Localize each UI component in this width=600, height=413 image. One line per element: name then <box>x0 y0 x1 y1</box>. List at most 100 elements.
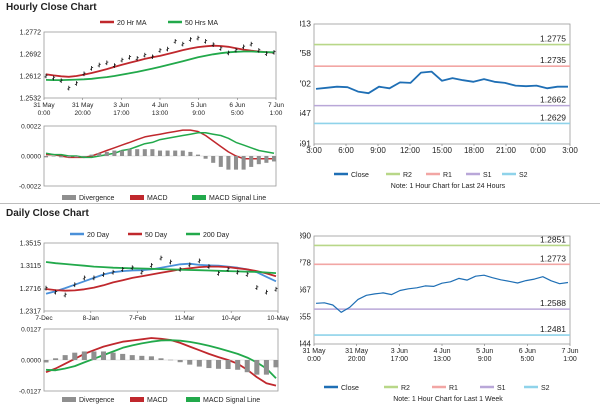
x-tick-label: 31 May 20:00 <box>345 348 368 363</box>
divergence-bar <box>74 156 79 158</box>
legend-swatch <box>62 195 76 200</box>
legend-label: 50 Day <box>145 232 168 239</box>
divergence-bar <box>264 156 269 163</box>
y-tick-label: 1.2591 <box>300 139 311 149</box>
y-tick-label: 1.2444 <box>300 340 312 349</box>
series-line-close <box>315 70 568 95</box>
divergence-bar <box>43 360 49 363</box>
y-tick-label: 1.2532 <box>20 96 42 103</box>
y-tick-label: -0.0022 <box>19 184 41 191</box>
hourly-pivot-chart: 1.2591 1.2647 1.2702 1.2758 1.2813 3:00 6:00 9:… <box>300 19 578 191</box>
x-tick-label: 31 May 0:00 <box>33 102 55 117</box>
divergence-bar <box>211 156 216 163</box>
y-tick-label: 1.2317 <box>20 309 42 316</box>
level-label-r1: 1.2773 <box>540 253 566 263</box>
divergence-bar <box>148 356 154 360</box>
y-tick-label: 1.2555 <box>300 313 312 322</box>
y-tick-label: 1.2813 <box>300 19 311 29</box>
plot-frame <box>43 242 279 312</box>
divergence-bar <box>112 150 117 156</box>
divergence-bar <box>142 149 147 156</box>
x-tick-label: 0:00 <box>530 146 546 155</box>
divergence-bar <box>273 360 279 368</box>
legend-label: R2 <box>403 172 412 179</box>
divergence-bar <box>165 150 170 156</box>
divergence-bar <box>271 156 277 162</box>
y-tick-label: 0.0000 <box>21 358 41 365</box>
divergence-bar <box>235 360 241 370</box>
divergence-bar <box>168 359 174 361</box>
x-tick-label: 3 Jun 17:00 <box>113 102 130 117</box>
divergence-bar <box>110 352 116 360</box>
legend-label: S2 <box>519 172 528 179</box>
divergence-bar <box>173 150 178 156</box>
divergence-bar <box>206 360 212 369</box>
legend-label: MACD Signal Line <box>209 195 266 202</box>
legend-swatch <box>62 397 76 402</box>
y-tick-label: 1.2772 <box>20 30 42 37</box>
divergence-bar <box>218 156 223 167</box>
x-tick-label: 31 May 0:00 <box>303 348 326 363</box>
y-tick-label: 1.2647 <box>300 108 311 118</box>
divergence-bar <box>81 351 87 360</box>
y-tick-label: 0.0127 <box>21 327 41 334</box>
section-divider <box>0 203 600 204</box>
legend-label: S2 <box>541 385 550 392</box>
divergence-bar <box>66 156 71 158</box>
divergence-bar <box>256 156 261 165</box>
divergence-bar <box>59 156 64 158</box>
divergence-bar <box>196 360 202 367</box>
divergence-bar <box>81 156 87 157</box>
chart-note: Note: 1 Hour Chart for Last 1 Week <box>393 396 503 403</box>
y-tick-label: 1.2612 <box>20 74 42 81</box>
x-tick-label: 7-Dec <box>35 315 53 321</box>
daily-price-chart: 20 Day 50 Day 200 Day 1.2317 1.2716 1.3115 1.3… <box>20 232 290 321</box>
legend-swatch <box>130 195 144 200</box>
legend-label: Close <box>341 385 359 392</box>
y-tick-label: 1.3115 <box>20 263 41 270</box>
x-tick-label: 7 Jun 1:00 <box>268 102 284 117</box>
divergence-bar <box>187 360 193 365</box>
legend-label: S1 <box>497 385 506 392</box>
divergence-bar <box>195 154 201 156</box>
y-tick-label: 0.0022 <box>21 124 41 131</box>
divergence-bar <box>100 351 107 360</box>
divergence-bar <box>135 149 140 156</box>
divergence-bar <box>89 154 94 156</box>
level-label-s2: 1.2481 <box>540 324 566 334</box>
hourly-section-title: Hourly Close Chart <box>6 2 97 13</box>
series-line-close <box>315 274 569 313</box>
x-tick-label: 3:00 <box>562 146 578 155</box>
legend-label: 20 Hr MA <box>117 20 147 27</box>
y-tick-label: 1.2890 <box>300 232 312 241</box>
y-tick-label: 1.2778 <box>300 259 312 268</box>
legend-swatch <box>186 397 200 402</box>
x-tick-label: 3:00 <box>306 146 322 155</box>
chart-note: Note: 1 Hour Chart for Last 24 Hours <box>391 183 506 190</box>
divergence-bar <box>225 360 231 370</box>
divergence-bar <box>43 156 49 158</box>
legend-label: 50 Hrs MA <box>185 20 218 27</box>
divergence-bar <box>233 156 239 170</box>
x-tick-label: 18:00 <box>464 146 485 155</box>
y-tick-label: 0.0000 <box>21 154 41 161</box>
legend-label: 200 Day <box>203 232 230 239</box>
x-tick-label: 11-Mar <box>174 315 195 321</box>
plot-frame <box>313 23 571 145</box>
daily-macd-chart: -0.0127 0.0000 0.0127 Divergence MACD MACD Si… <box>19 327 279 404</box>
divergence-bar <box>62 355 68 360</box>
y-tick-label: 1.2758 <box>300 48 311 58</box>
x-tick-label: 8-Jan <box>83 315 100 321</box>
divergence-bar <box>129 355 135 360</box>
legend-label: Divergence <box>79 195 115 202</box>
divergence-bar <box>244 360 250 373</box>
divergence-bar <box>158 358 164 360</box>
hourly-macd-chart: -0.0022 0.0000 0.0022 Divergence MACD MACD Si… <box>19 124 277 202</box>
daily-section-title: Daily Close Chart <box>6 208 89 219</box>
divergence-bar <box>119 150 125 156</box>
legend-label: R1 <box>449 385 458 392</box>
x-tick-label: 6 Jun 5:00 <box>519 348 536 363</box>
divergence-bar <box>215 360 222 369</box>
divergence-bar <box>120 353 126 360</box>
x-tick-label: 5 Jun 9:00 <box>476 348 493 363</box>
